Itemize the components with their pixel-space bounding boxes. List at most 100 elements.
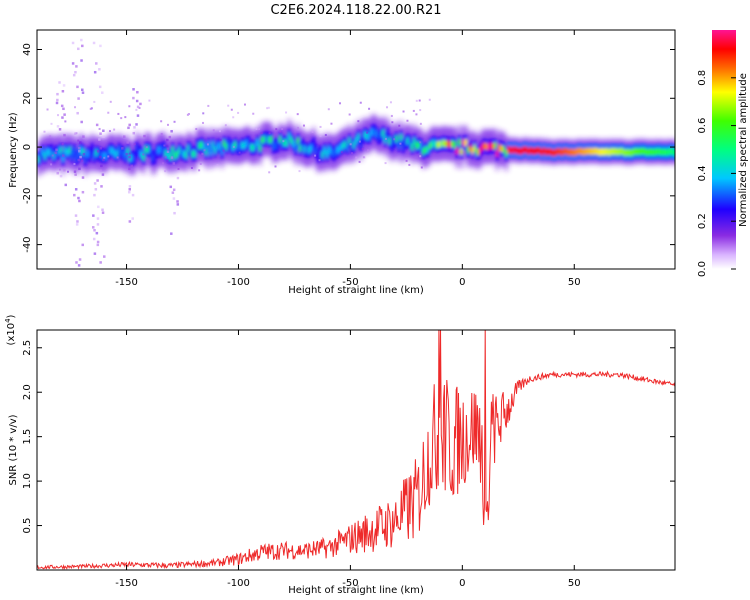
scatter-cell xyxy=(161,162,164,165)
spectrogram-cells xyxy=(37,38,675,267)
peak-cell xyxy=(601,148,604,155)
peak-cell xyxy=(415,142,419,150)
scatter-cell xyxy=(89,107,92,110)
scatter-cell xyxy=(195,127,198,130)
peak-cell xyxy=(574,149,578,156)
peak-cell xyxy=(348,137,352,145)
peak-cell xyxy=(540,148,544,156)
scatter-cell xyxy=(330,122,333,125)
scatter-cell xyxy=(138,106,141,109)
snr-panel: -150 -100 -50 0 50 2.5 2.0 1.5 1.0 0.5 Height of… xyxy=(4,314,676,596)
peak-cell xyxy=(630,149,634,157)
peak-cell xyxy=(294,144,298,152)
peak-cell xyxy=(408,138,412,146)
peak-cell xyxy=(328,146,331,154)
peak-cell xyxy=(516,147,519,155)
y-tick-label: 0.5 xyxy=(22,518,33,534)
scatter-cell xyxy=(96,179,99,182)
scatter-cell xyxy=(172,162,176,165)
scatter-cell xyxy=(60,104,64,108)
scatter-cell xyxy=(260,132,263,135)
scatter-cell xyxy=(406,119,409,122)
scatter-cell xyxy=(103,156,106,159)
scatter-cell xyxy=(93,193,96,197)
peak-cell xyxy=(652,148,656,156)
scatter-cell xyxy=(166,138,169,142)
scatter-cell xyxy=(108,130,111,133)
scatter-cell xyxy=(100,185,103,188)
scatter-cell xyxy=(56,125,60,128)
y-tick-label: 2.5 xyxy=(22,340,33,356)
scatter-cell xyxy=(93,100,96,103)
peak-cell xyxy=(504,150,508,158)
peak-cell xyxy=(110,147,114,155)
snr-y-multiplier: (x104) xyxy=(4,314,17,345)
x-tick-label: 0 xyxy=(459,277,465,288)
peak-cell xyxy=(139,150,143,158)
scatter-cell xyxy=(127,190,131,194)
peak-cell xyxy=(466,146,470,154)
scatter-cell xyxy=(61,142,64,145)
peak-cell xyxy=(43,152,47,160)
scatter-cell xyxy=(252,112,255,115)
scatter-cell xyxy=(198,169,201,172)
scatter-cell xyxy=(97,205,100,209)
scatter-cell xyxy=(390,114,393,117)
scatter-cell xyxy=(123,135,126,138)
peak-cell xyxy=(301,142,304,149)
scatter-cell xyxy=(135,99,139,103)
scatter-cell xyxy=(133,126,136,129)
peak-cell xyxy=(471,147,475,155)
peak-cell xyxy=(511,146,515,154)
scatter-cell xyxy=(93,252,97,255)
peak-cell xyxy=(657,148,660,155)
scatter-cell xyxy=(93,229,96,232)
scatter-cell xyxy=(324,133,327,136)
scatter-cell xyxy=(177,167,180,170)
scatter-cell xyxy=(302,124,305,127)
peak-cell xyxy=(603,148,607,156)
peak-cell xyxy=(390,141,394,149)
peak-cell xyxy=(343,140,347,148)
peak-cell xyxy=(670,147,674,155)
peak-cell xyxy=(513,146,517,154)
scatter-cell xyxy=(98,68,101,71)
peak-cell xyxy=(520,147,524,155)
peak-cell xyxy=(370,128,374,136)
scatter-cell xyxy=(230,108,233,111)
scatter-cell xyxy=(227,104,230,107)
snr-frame xyxy=(36,329,676,571)
peak-cell xyxy=(70,152,74,160)
scatter-cell xyxy=(78,167,81,171)
peak-cell xyxy=(298,144,302,152)
peak-cell xyxy=(567,148,571,156)
scatter-cell xyxy=(267,106,270,109)
peak-cell xyxy=(507,146,510,154)
scatter-cell xyxy=(357,120,360,123)
scatter-cell xyxy=(163,144,166,147)
peak-cell xyxy=(569,148,573,156)
peak-cell xyxy=(59,146,63,154)
scatter-cell xyxy=(58,168,61,171)
peak-cell xyxy=(287,132,291,140)
scatter-cell xyxy=(99,155,102,159)
peak-cell xyxy=(563,147,566,155)
peak-cell xyxy=(169,153,172,160)
scatter-cell xyxy=(202,121,205,124)
scatter-cell xyxy=(77,264,81,267)
peak-cell xyxy=(90,146,94,154)
scatter-cell xyxy=(366,149,369,152)
scatter-cell xyxy=(169,185,173,189)
scatter-cell xyxy=(74,106,77,109)
spectrogram-y-ticks: 40 20 0 -20 -40 xyxy=(22,43,675,253)
peak-cell xyxy=(612,148,616,156)
scatter-cell xyxy=(368,107,371,110)
scatter-cell xyxy=(418,99,421,102)
scatter-cell xyxy=(361,147,364,150)
peak-cell xyxy=(178,146,181,154)
peak-cell xyxy=(88,151,92,159)
scatter-cell xyxy=(187,113,190,116)
peak-cell xyxy=(242,142,246,150)
peak-cell xyxy=(366,133,369,140)
scatter-cell xyxy=(78,258,82,261)
